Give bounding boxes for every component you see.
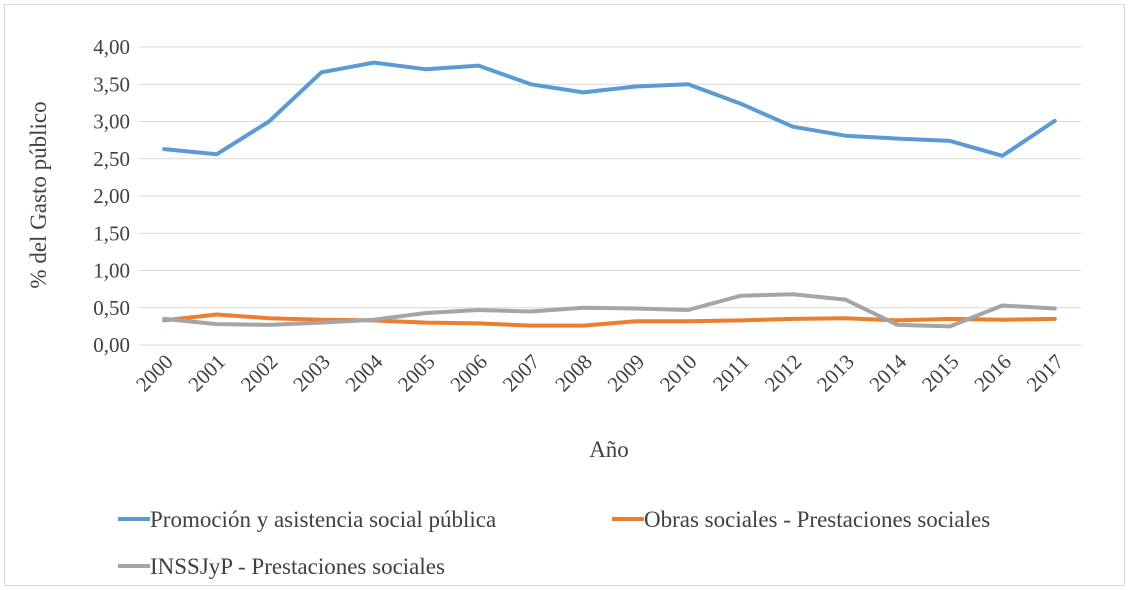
x-axis-title: Año <box>589 437 629 462</box>
x-tick-label: 2004 <box>341 349 388 396</box>
legend-item-0: Promoción y asistencia social pública <box>118 507 496 532</box>
grid-lines <box>138 46 1081 346</box>
y-axis-title: % del Gasto público <box>26 101 51 288</box>
x-tick-label: 2008 <box>550 350 597 397</box>
x-tick-label: 2012 <box>760 350 807 397</box>
y-tick-label: 0,50 <box>93 296 130 320</box>
legend: Promoción y asistencia social pública Obr… <box>118 507 990 579</box>
x-tick-label: 2013 <box>812 350 859 397</box>
x-tick-label: 2014 <box>865 349 912 396</box>
series-line-0 <box>162 60 1057 158</box>
series-line-2 <box>162 292 1057 329</box>
chart-frame <box>4 4 1125 586</box>
y-tick-label: 1,00 <box>93 259 130 283</box>
legend-label: Obras sociales - Prestaciones sociales <box>644 507 990 532</box>
series-lines <box>162 60 1057 329</box>
x-tick-label: 2009 <box>603 350 650 397</box>
x-tick-label: 2002 <box>236 350 283 397</box>
x-tick-label: 2003 <box>288 350 335 397</box>
y-tick-label: 3,50 <box>93 72 130 96</box>
y-tick-labels: 0,00 0,50 1,00 1,50 2,00 2,50 3,00 3,50 4,00 <box>93 35 130 357</box>
legend-item-1: Obras sociales - Prestaciones sociales <box>612 507 990 532</box>
x-tick-label: 2016 <box>969 350 1016 397</box>
y-tick-label: 3,00 <box>93 110 130 134</box>
x-tick-label: 2001 <box>183 350 230 397</box>
legend-label: Promoción y asistencia social pública <box>150 507 496 532</box>
x-tick-label: 2000 <box>131 350 178 397</box>
legend-item-2: INSSJyP - Prestaciones sociales <box>118 554 445 579</box>
x-tick-label: 2017 <box>1022 350 1069 397</box>
x-tick-label: 2005 <box>393 350 440 397</box>
y-tick-label: 4,00 <box>93 35 130 59</box>
y-tick-label: 2,00 <box>93 184 130 208</box>
series-line-1 <box>162 312 1057 328</box>
x-tick-label: 2010 <box>655 350 702 397</box>
y-tick-label: 1,50 <box>93 221 130 245</box>
x-tick-labels: 2000 2001 2002 2003 2004 2005 2006 2007 2008 2009… <box>131 349 1068 396</box>
x-tick-label: 2011 <box>708 350 754 396</box>
x-tick-label: 2007 <box>498 350 545 397</box>
x-tick-label: 2006 <box>445 350 492 397</box>
legend-label: INSSJyP - Prestaciones sociales <box>150 554 445 579</box>
y-tick-label: 0,00 <box>93 333 130 357</box>
x-tick-label: 2015 <box>917 350 964 397</box>
y-tick-label: 2,50 <box>93 147 130 171</box>
